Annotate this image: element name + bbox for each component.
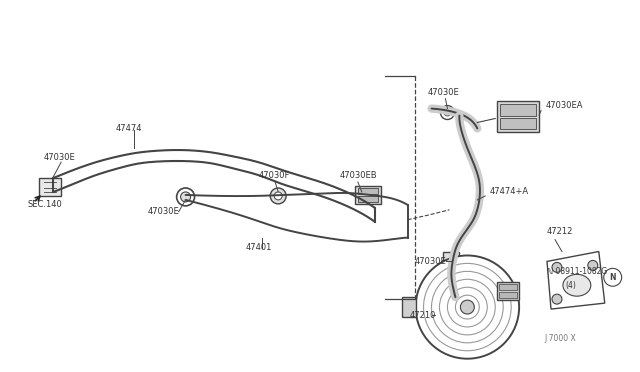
Circle shape xyxy=(274,192,282,200)
Circle shape xyxy=(180,192,191,202)
Circle shape xyxy=(604,268,621,286)
FancyBboxPatch shape xyxy=(499,284,517,290)
Text: 47212: 47212 xyxy=(547,227,573,236)
FancyBboxPatch shape xyxy=(497,101,539,132)
FancyBboxPatch shape xyxy=(444,251,460,263)
Text: 47210: 47210 xyxy=(410,311,436,320)
Text: 47474+A: 47474+A xyxy=(489,187,529,196)
FancyBboxPatch shape xyxy=(402,297,415,317)
Text: J 7000 X: J 7000 X xyxy=(544,334,576,343)
FancyBboxPatch shape xyxy=(39,178,61,196)
Text: 47030F: 47030F xyxy=(259,171,290,180)
FancyBboxPatch shape xyxy=(497,282,519,300)
Circle shape xyxy=(415,256,519,359)
Text: 47401: 47401 xyxy=(245,243,272,252)
Text: 47030E: 47030E xyxy=(415,257,446,266)
Text: 47030EB: 47030EB xyxy=(340,171,378,180)
FancyBboxPatch shape xyxy=(358,188,378,194)
Text: 47030E: 47030E xyxy=(44,153,75,162)
Text: 47030EA: 47030EA xyxy=(546,101,584,110)
Circle shape xyxy=(270,188,286,204)
Circle shape xyxy=(444,109,451,116)
Circle shape xyxy=(460,300,474,314)
Ellipse shape xyxy=(563,274,591,296)
Text: N: N xyxy=(609,273,616,282)
Circle shape xyxy=(177,188,195,206)
Circle shape xyxy=(552,262,562,272)
FancyBboxPatch shape xyxy=(358,196,378,202)
FancyBboxPatch shape xyxy=(500,104,536,116)
FancyBboxPatch shape xyxy=(355,186,381,204)
Text: ℕ 08911-1082G: ℕ 08911-1082G xyxy=(547,267,607,276)
Text: 47474: 47474 xyxy=(116,124,142,133)
Circle shape xyxy=(588,260,598,270)
Circle shape xyxy=(552,294,562,304)
Text: SEC.140: SEC.140 xyxy=(28,201,62,209)
Text: (4): (4) xyxy=(565,281,576,290)
Text: 47030E: 47030E xyxy=(428,88,460,97)
Circle shape xyxy=(440,106,454,119)
FancyBboxPatch shape xyxy=(500,118,536,129)
Polygon shape xyxy=(547,251,605,309)
Text: 47030E: 47030E xyxy=(148,207,179,216)
FancyBboxPatch shape xyxy=(499,292,517,298)
